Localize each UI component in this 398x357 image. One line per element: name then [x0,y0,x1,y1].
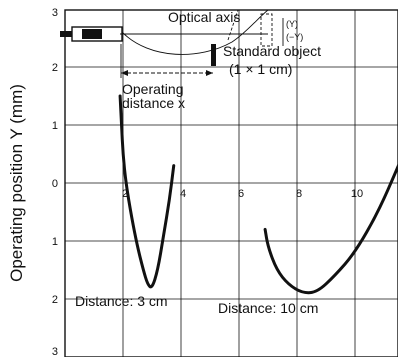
series-line-3cm [118,94,176,289]
plot-frame [64,9,398,357]
y-tick-label: 3 [52,346,58,357]
sensor-cable [60,31,72,37]
x-tick-label: 2 [122,188,128,200]
minus-y-label: (−Y) [286,32,303,42]
y-tick-label: 2 [52,62,58,74]
sensor-diagram [60,9,284,78]
y-axis-label: Operating position Y (mm) [7,84,26,282]
detection-zone-curve [121,9,269,55]
series-line-10cm [263,162,398,295]
x-tick-label: 8 [296,188,302,200]
standard-object-block [211,44,216,66]
y-tick-label: 0 [52,178,58,190]
object-dashed-upper [227,9,239,41]
tick-labels: 2468101214163210123 [52,7,363,357]
plus-y-label: (Y) [286,19,298,29]
object-dashed-box [260,13,273,47]
sensor-head [82,29,102,39]
distance-arrow-head-right [206,70,213,76]
x-tick-label: 4 [180,188,186,200]
series-label-3cm: Distance: 3 cm [75,293,168,309]
data-series [118,94,398,295]
operating-distance-label-2: distance x [122,95,185,111]
y-tick-label: 1 [52,236,58,248]
optical-axis-label: Optical axis [168,9,240,25]
y-tick-label: 1 [52,120,58,132]
grid-lines [65,10,398,357]
standard-object-label-2: (1 × 1 cm) [229,61,292,77]
operating-distance-label-1: Operating [122,81,183,97]
x-tick-label: 6 [238,188,244,200]
distance-arrow-head-left [121,70,128,76]
standard-object-label-1: Standard object [223,43,321,59]
x-tick-label: 10 [351,188,363,200]
series-label-10cm: Distance: 10 cm [218,300,318,316]
y-tick-label: 2 [52,294,58,306]
y-tick-label: 3 [52,7,58,19]
